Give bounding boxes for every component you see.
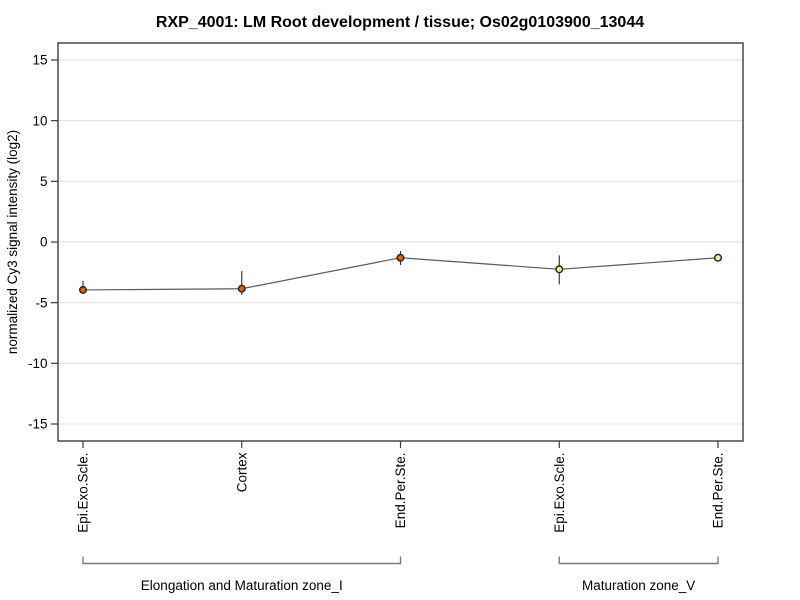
x-axis: Epi.Exo.Scle. Cortex End.Per.Ste. Epi.Exo.S… <box>76 441 726 533</box>
x-axis-category-label: Cortex <box>234 452 249 492</box>
data-point-marker <box>79 285 88 294</box>
group-bracket <box>82 556 402 565</box>
y-axis-tick-label: -15 <box>28 417 48 432</box>
data-point-marker <box>237 284 246 293</box>
y-axis-tick-label: -10 <box>28 356 48 371</box>
y-axis-tick-label: 0 <box>40 235 48 250</box>
group-bracket <box>558 556 719 565</box>
gridlines-layer <box>58 59 743 425</box>
group-label: Elongation and Maturation zone_I <box>141 578 343 593</box>
y-axis-tick-label: -5 <box>35 295 47 310</box>
x-axis-category-label: Epi.Exo.Scle. <box>552 453 567 533</box>
y-axis-tick-label: 15 <box>32 53 47 68</box>
x-axis-category-label: End.Per.Ste. <box>393 453 408 529</box>
data-series <box>79 251 722 295</box>
group-label: Maturation zone_V <box>582 578 695 593</box>
data-point-marker <box>713 253 722 262</box>
y-axis: 15 10 5 0 -5 -10 -15 <box>28 53 58 432</box>
y-axis-tick-label: 5 <box>40 174 48 189</box>
y-axis-title: normalized Cy3 signal intensity (log2) <box>5 130 20 354</box>
category-group-brackets: Elongation and Maturation zone_I Maturati… <box>82 556 719 593</box>
x-axis-category-label: End.Per.Ste. <box>711 453 726 529</box>
chart-title: RXP_4001: LM Root development / tissue; … <box>156 14 644 31</box>
y-axis-tick-label: 10 <box>32 113 47 128</box>
data-point-marker <box>555 265 564 274</box>
data-point-marker <box>396 253 405 262</box>
x-axis-category-label: Epi.Exo.Scle. <box>76 453 91 533</box>
